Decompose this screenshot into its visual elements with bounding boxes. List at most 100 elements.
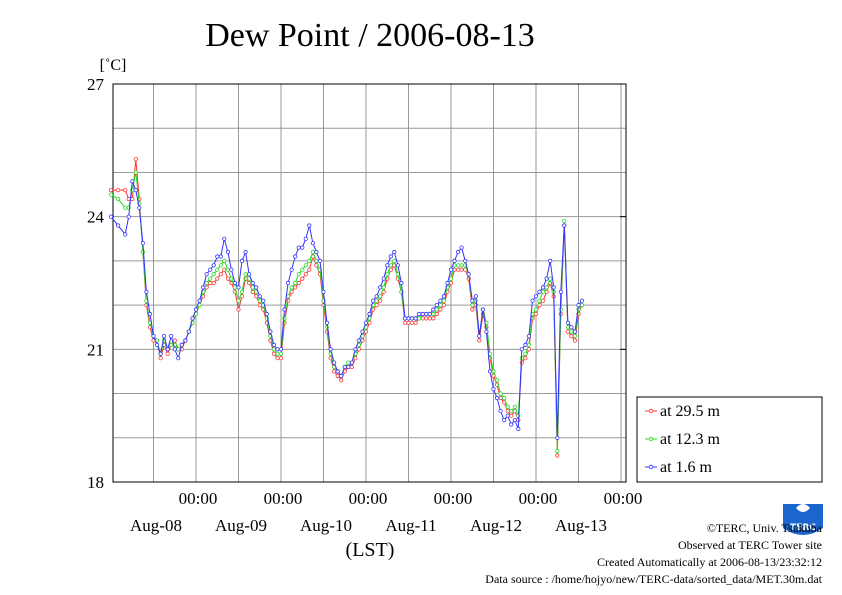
data-point <box>271 351 276 356</box>
data-point <box>572 338 578 343</box>
data-point <box>459 263 464 268</box>
data-point <box>243 249 248 255</box>
data-point <box>335 373 340 378</box>
data-point <box>215 276 220 281</box>
data-point <box>424 316 429 321</box>
data-point <box>204 280 209 286</box>
data-point <box>558 289 563 294</box>
data-point <box>509 413 514 418</box>
data-point <box>477 333 482 339</box>
data-point <box>565 325 571 330</box>
data-point <box>353 347 358 352</box>
data-point <box>427 316 432 321</box>
data-point <box>523 342 528 347</box>
y-tick-label: 24 <box>87 208 105 227</box>
data-point <box>208 280 213 286</box>
data-point <box>239 289 245 294</box>
data-point <box>271 347 276 352</box>
data-point <box>314 258 319 263</box>
data-point <box>307 258 312 263</box>
legend-swatch-marker <box>648 464 654 470</box>
data-point <box>562 219 567 224</box>
data-point <box>480 307 485 312</box>
x-tick-time-label: 00:00 <box>349 489 388 508</box>
data-point <box>374 298 379 303</box>
data-point <box>569 329 574 334</box>
x-tick-time-label: 00:00 <box>264 489 303 508</box>
data-point <box>169 333 174 339</box>
data-point <box>416 316 422 321</box>
data-point <box>392 258 397 263</box>
data-point <box>402 316 408 321</box>
data-point <box>470 302 475 308</box>
data-point <box>201 285 206 290</box>
data-point <box>509 409 514 414</box>
data-point <box>505 404 510 409</box>
x-tick-time-label: 00:00 <box>434 489 473 508</box>
data-point <box>452 258 457 263</box>
data-point <box>232 280 238 286</box>
data-point <box>116 188 121 193</box>
data-point <box>505 409 510 414</box>
data-point <box>208 276 213 281</box>
data-point <box>123 232 128 237</box>
data-point <box>331 369 337 374</box>
data-point <box>303 263 308 268</box>
data-point <box>285 280 291 286</box>
data-point <box>516 413 521 418</box>
data-point <box>215 254 220 259</box>
x-tick-time-label: 00:00 <box>604 489 643 508</box>
data-point <box>363 320 369 325</box>
data-point <box>544 289 549 294</box>
x-tick-date-label: Aug-11 <box>385 516 436 535</box>
data-point <box>321 289 326 294</box>
credit-copyright: ©TERC, Univ. Tsukuba <box>707 521 823 535</box>
data-point <box>569 325 574 330</box>
data-point <box>548 276 553 281</box>
data-point <box>236 307 241 312</box>
credit-source: Data source : /home/hojyo/new/TERC-data/… <box>485 572 822 586</box>
data-point <box>275 347 280 352</box>
legend: at 29.5 m at 12.3 m at 1.6 m <box>636 396 823 483</box>
series-line-at-1-6-m <box>110 181 583 438</box>
data-point <box>232 285 238 290</box>
data-point <box>378 285 383 290</box>
data-point <box>190 316 195 321</box>
data-point <box>526 333 532 339</box>
data-point <box>406 316 411 321</box>
data-point <box>239 258 245 263</box>
data-point <box>257 298 262 303</box>
legend-box <box>636 396 823 483</box>
data-point <box>342 364 347 370</box>
data-point <box>317 258 323 263</box>
data-point <box>116 223 121 228</box>
data-point <box>459 267 464 272</box>
data-point <box>247 272 252 277</box>
data-point <box>300 276 305 281</box>
logo-text: TERC <box>790 523 816 533</box>
data-point <box>346 360 351 365</box>
data-point <box>282 307 287 312</box>
data-point <box>208 267 213 272</box>
data-point <box>254 285 259 290</box>
data-point <box>455 249 461 255</box>
legend-label: at 1.6 m <box>660 459 713 476</box>
data-point <box>278 356 284 361</box>
data-point <box>413 320 418 325</box>
data-point <box>431 316 436 321</box>
data-point <box>501 417 507 423</box>
data-point <box>509 422 514 427</box>
x-tick-date-label: Aug-08 <box>130 516 182 535</box>
data-point <box>257 294 262 299</box>
x-axis-label: (LST) <box>346 539 395 561</box>
data-point <box>409 320 415 325</box>
data-point <box>278 351 284 356</box>
data-point <box>473 294 478 299</box>
data-point <box>278 347 284 352</box>
data-point <box>388 263 393 268</box>
data-point <box>218 272 223 277</box>
data-point <box>519 347 524 352</box>
data-point <box>533 311 539 317</box>
data-point <box>470 298 475 303</box>
